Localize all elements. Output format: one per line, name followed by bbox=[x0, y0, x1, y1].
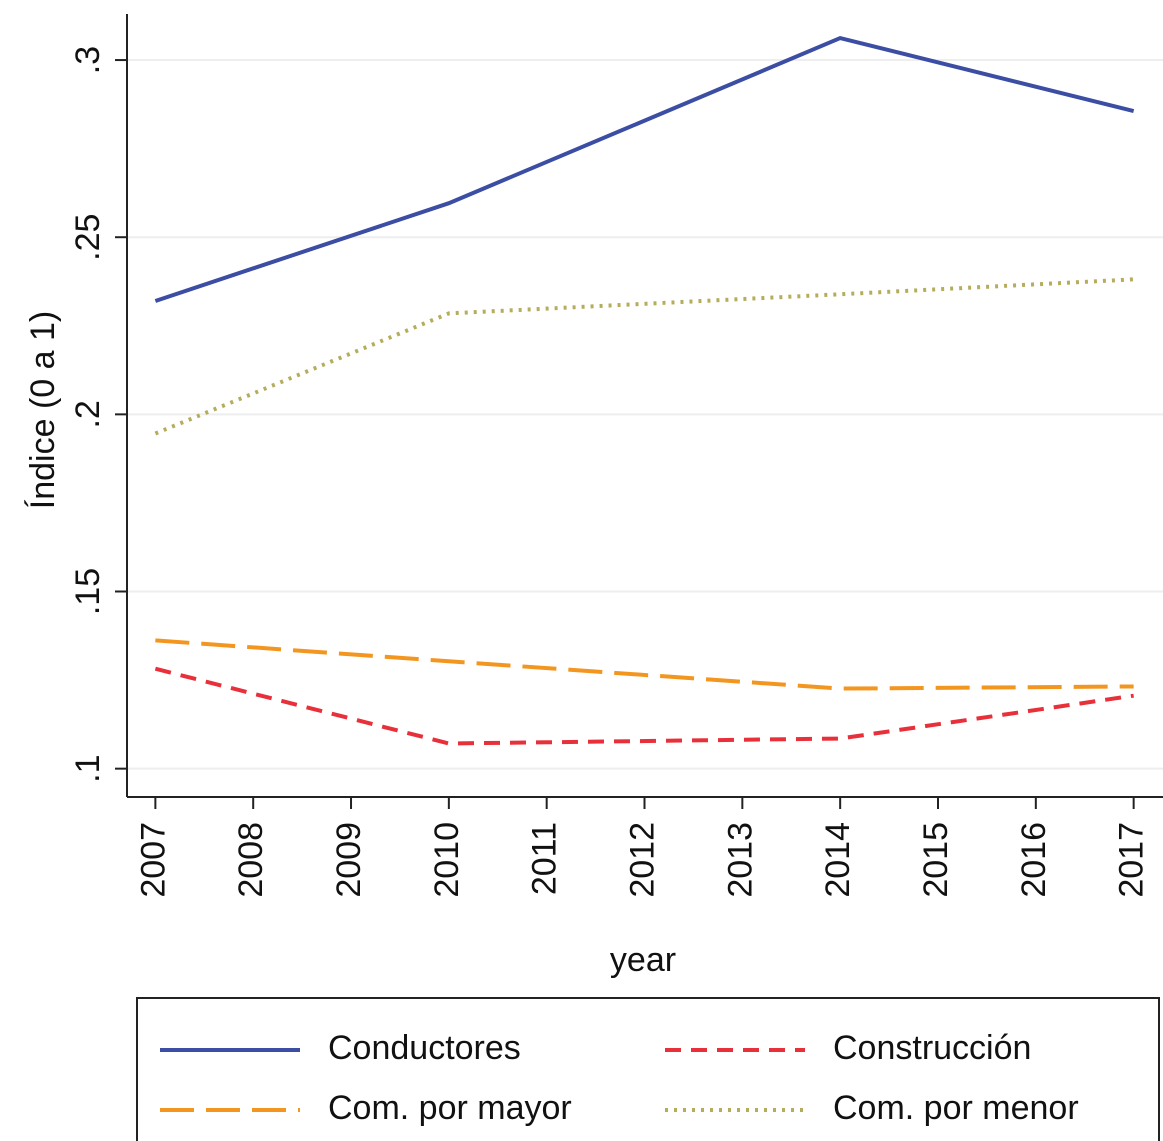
series-line bbox=[154, 35, 1135, 303]
x-tick-label: 2009 bbox=[330, 822, 368, 898]
y-tick-label: .3 bbox=[69, 46, 107, 74]
y-tick-label: .15 bbox=[69, 568, 107, 615]
y-axis-title: Índice (0 a 1) bbox=[24, 311, 62, 509]
y-tick-label: .25 bbox=[69, 214, 107, 261]
x-tick-label: 2016 bbox=[1015, 822, 1053, 898]
x-tick-label: 2012 bbox=[623, 822, 661, 898]
x-tick-label: 2010 bbox=[428, 822, 466, 898]
legend-label: Construcción bbox=[833, 1029, 1031, 1067]
x-tick-label: 2007 bbox=[134, 822, 172, 898]
legend-label: Conductores bbox=[328, 1029, 521, 1067]
series-line bbox=[155, 638, 1134, 691]
series-line bbox=[154, 666, 1134, 746]
x-tick-label: 2013 bbox=[721, 822, 759, 898]
x-axis-title: year bbox=[610, 941, 676, 979]
legend-box bbox=[136, 997, 1160, 1141]
y-tick-label: .2 bbox=[69, 400, 107, 428]
x-tick-label: 2008 bbox=[232, 822, 270, 898]
series-line bbox=[154, 277, 1134, 436]
x-tick-label: 2017 bbox=[1113, 822, 1151, 898]
x-tick-label: 2015 bbox=[917, 822, 955, 898]
legend-label: Com. por mayor bbox=[328, 1089, 572, 1127]
legend-label: Com. por menor bbox=[833, 1089, 1079, 1127]
y-tick-label: .1 bbox=[69, 754, 107, 782]
x-tick-label: 2011 bbox=[526, 822, 564, 895]
x-tick-label: 2014 bbox=[819, 822, 857, 898]
